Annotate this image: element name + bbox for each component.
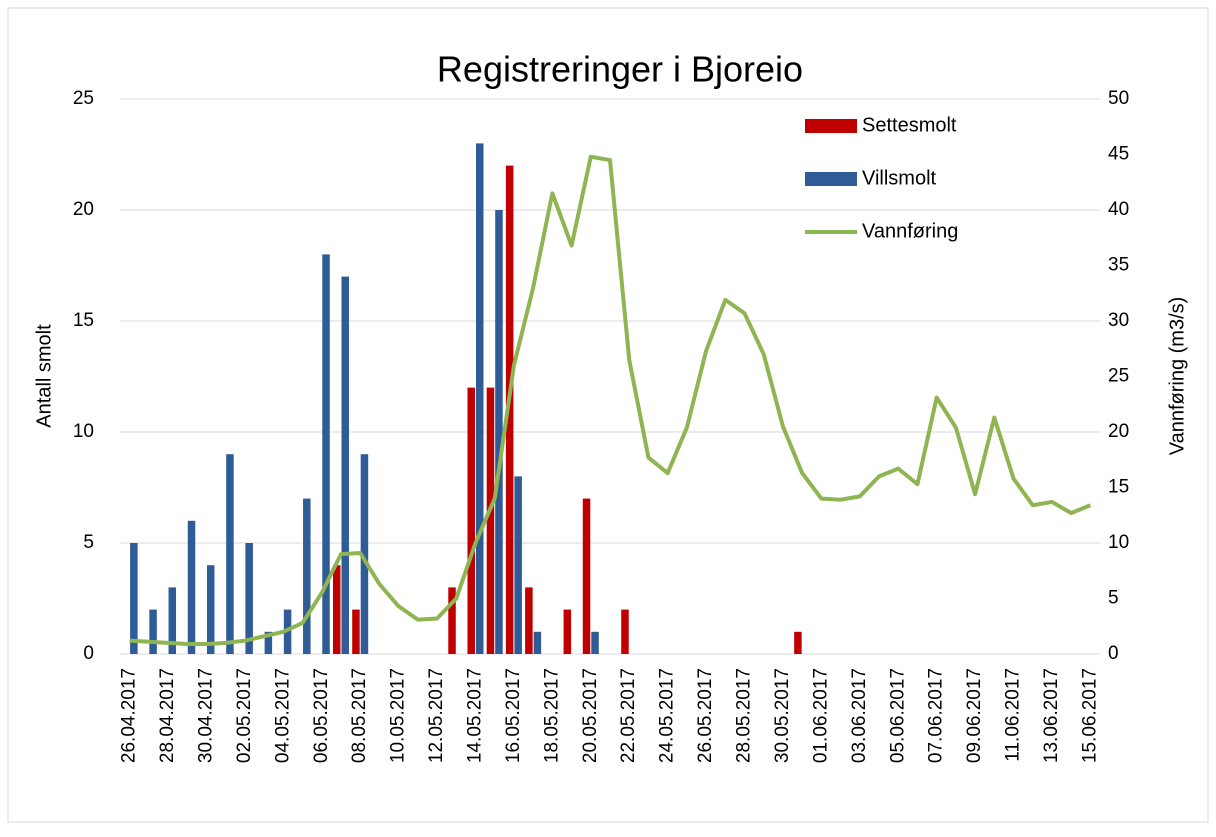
y-tick-label: 10 bbox=[73, 421, 94, 442]
x-tick-label: 06.05.2017 bbox=[311, 668, 332, 763]
x-tick-label: 13.06.2017 bbox=[1041, 668, 1062, 763]
x-tick-label: 14.05.2017 bbox=[465, 668, 486, 763]
y2-tick-label: 35 bbox=[1108, 255, 1129, 276]
y-tick-label: 20 bbox=[73, 199, 94, 220]
bar bbox=[563, 609, 572, 654]
bar bbox=[525, 587, 533, 654]
bar bbox=[226, 454, 234, 654]
x-tick-label: 28.04.2017 bbox=[157, 668, 178, 763]
chart-border bbox=[7, 7, 1209, 823]
bar bbox=[245, 543, 253, 654]
y-tick-label: 5 bbox=[83, 532, 94, 553]
y2-tick-label: 5 bbox=[1108, 588, 1119, 609]
bar bbox=[360, 454, 369, 654]
chart-title: Registreringer i Bjoreio bbox=[437, 49, 803, 90]
bar bbox=[187, 520, 196, 654]
x-tick-label: 09.06.2017 bbox=[964, 668, 985, 763]
x-tick-label: 26.04.2017 bbox=[119, 668, 140, 763]
bar bbox=[533, 631, 542, 654]
bar bbox=[514, 476, 522, 654]
bar bbox=[794, 631, 802, 654]
x-tick-label: 11.06.2017 bbox=[1003, 668, 1024, 762]
x-tick-label: 15.06.2017 bbox=[1079, 668, 1100, 763]
x-tick-label: 18.05.2017 bbox=[541, 668, 562, 763]
y2-tick-label: 0 bbox=[1108, 643, 1119, 664]
y-axis-label: Antall smolt bbox=[33, 324, 55, 428]
y2-tick-label: 45 bbox=[1108, 144, 1129, 165]
bar bbox=[168, 587, 177, 654]
bar bbox=[505, 165, 514, 654]
bar bbox=[467, 387, 475, 654]
y2-tick-label: 40 bbox=[1108, 199, 1129, 220]
legend-label: Vannføring bbox=[862, 220, 958, 242]
legend-swatch bbox=[805, 172, 857, 186]
x-tick-label: 04.05.2017 bbox=[272, 668, 293, 763]
x-tick-label: 08.05.2017 bbox=[349, 668, 370, 763]
x-tick-label: 26.05.2017 bbox=[695, 668, 716, 763]
bar bbox=[591, 631, 599, 654]
y-tick-label: 25 bbox=[73, 88, 94, 109]
x-tick-label: 05.06.2017 bbox=[887, 668, 908, 763]
bar bbox=[621, 609, 629, 654]
bar bbox=[486, 387, 495, 654]
y2-tick-label: 20 bbox=[1108, 421, 1129, 442]
x-tick-label: 30.05.2017 bbox=[772, 668, 793, 763]
x-tick-label: 28.05.2017 bbox=[734, 668, 755, 763]
x-tick-label: 03.06.2017 bbox=[849, 668, 870, 763]
y2-tick-label: 15 bbox=[1108, 477, 1129, 498]
y2-tick-label: 50 bbox=[1108, 88, 1129, 109]
x-tick-label: 01.06.2017 bbox=[810, 668, 831, 763]
x-tick-label: 22.05.2017 bbox=[618, 668, 639, 763]
bar bbox=[149, 609, 157, 654]
bar bbox=[495, 210, 503, 654]
legend-swatch bbox=[805, 119, 857, 133]
bar bbox=[448, 587, 456, 654]
bar bbox=[264, 631, 273, 654]
bar bbox=[341, 276, 349, 654]
x-tick-label: 30.04.2017 bbox=[195, 668, 216, 763]
legend-label: Settesmolt bbox=[862, 114, 957, 136]
legend-label: Villsmolt bbox=[862, 167, 937, 189]
x-tick-label: 24.05.2017 bbox=[657, 668, 678, 763]
y-tick-label: 15 bbox=[73, 310, 94, 331]
x-tick-label: 16.05.2017 bbox=[503, 668, 524, 763]
y2-tick-label: 25 bbox=[1108, 366, 1129, 387]
bar bbox=[352, 609, 360, 654]
bar bbox=[475, 143, 484, 654]
x-tick-label: 12.05.2017 bbox=[426, 668, 447, 763]
bar bbox=[206, 565, 215, 654]
x-tick-label: 02.05.2017 bbox=[234, 668, 255, 763]
bar bbox=[322, 254, 330, 654]
bar bbox=[130, 543, 138, 654]
line bbox=[129, 154, 1092, 647]
x-tick-label: 20.05.2017 bbox=[580, 668, 601, 763]
x-tick-label: 07.06.2017 bbox=[926, 668, 947, 763]
x-tick-label: 10.05.2017 bbox=[388, 668, 409, 763]
bar bbox=[303, 498, 311, 654]
y2-tick-label: 10 bbox=[1108, 532, 1129, 553]
bar bbox=[332, 565, 341, 654]
y2-axis-label: Vannføring (m3/s) bbox=[1166, 297, 1188, 456]
y-tick-label: 0 bbox=[83, 643, 94, 664]
bar bbox=[582, 498, 591, 654]
y2-tick-label: 30 bbox=[1108, 310, 1129, 331]
